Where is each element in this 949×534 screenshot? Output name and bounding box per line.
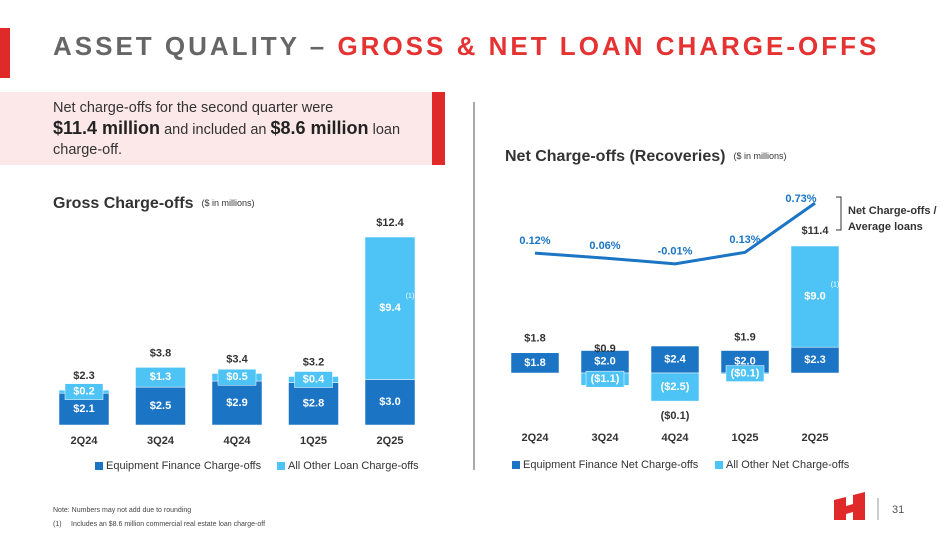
line-label: 0.06% — [589, 240, 620, 252]
value-label-box — [796, 288, 834, 305]
footnote-ref: (1) — [406, 293, 415, 300]
value-label: $3.0 — [379, 396, 400, 408]
note: Note: Numbers may not add due to roundin… — [53, 507, 191, 514]
line — [534, 201, 816, 266]
value-label: $0.4 — [303, 373, 325, 385]
legend-label: Equipment Finance Charge-offs — [106, 460, 262, 472]
x-tick-label: 3Q24 — [592, 432, 620, 444]
logo — [834, 492, 865, 520]
x-tick-label: 2Q25 — [377, 435, 404, 447]
chart-title: Gross Charge-offs ($ in millions) — [53, 195, 254, 212]
value-label-box — [516, 354, 554, 371]
value-label: $1.8 — [524, 357, 545, 369]
total-label: $3.2 — [303, 356, 324, 368]
slide-title: ASSET QUALITY – GROSS & NET LOAN CHARGE-… — [53, 31, 879, 61]
total-label: $3.8 — [150, 347, 171, 359]
page-number: 31 — [892, 504, 904, 516]
x-tick-label: 1Q25 — [300, 435, 327, 447]
value-label-box — [796, 352, 834, 369]
total-label: $0.9 — [594, 343, 615, 355]
value-label: ($2.5) — [661, 381, 690, 393]
legend-label: All Other Net Charge-offs — [726, 459, 850, 471]
footnote: Includes an $8.6 million commercial real… — [71, 521, 265, 528]
value-label: $2.0 — [734, 356, 755, 368]
value-label-box — [217, 368, 257, 386]
chart-subtitle: ($ in millions) — [201, 198, 254, 208]
legend-swatch — [715, 461, 723, 469]
chart-title: Net Charge-offs (Recoveries) ($ in millio… — [505, 148, 787, 165]
x-tick-label: 2Q25 — [802, 432, 829, 444]
line-label: 0.12% — [519, 235, 550, 247]
title-prefix: ASSET QUALITY – — [53, 31, 337, 61]
x-tick-label: 1Q25 — [732, 432, 759, 444]
x-tick-label: 3Q24 — [147, 435, 175, 447]
value-label-box — [371, 394, 409, 411]
value-label-box — [294, 371, 333, 388]
callout-amount: $8.6 million — [270, 118, 369, 138]
line-label: 0.13% — [729, 234, 760, 246]
value-label: ($1.1) — [591, 373, 620, 385]
value-label-box — [586, 353, 624, 370]
value-label: $2.0 — [594, 356, 615, 368]
total-label: ($0.1) — [661, 410, 690, 422]
value-label: $2.4 — [664, 353, 686, 365]
value-label-box — [585, 370, 625, 388]
value-label-box — [218, 395, 256, 412]
legend-swatch — [95, 462, 103, 470]
total-label: $1.9 — [734, 332, 755, 344]
value-label-box — [656, 351, 694, 368]
line-label: 0.73% — [785, 193, 816, 205]
value-label: $9.4 — [379, 302, 401, 314]
value-label-box — [65, 401, 103, 418]
value-label-box — [725, 365, 765, 382]
footnote-ref: (1) — [831, 281, 840, 288]
line-series-name: Net Charge-offs / Average loans — [848, 205, 937, 233]
callout-text: and included an — [160, 122, 271, 138]
line-label: -0.01% — [658, 246, 693, 258]
x-tick-label: 4Q24 — [224, 435, 252, 447]
value-label: $0.5 — [226, 371, 247, 383]
chart-title-text: Gross Charge-offs — [53, 195, 194, 212]
chart-title-text: Net Charge-offs (Recoveries) — [505, 148, 726, 165]
value-label: $2.5 — [150, 400, 171, 412]
total-label: $11.4 — [802, 225, 830, 237]
value-label-box — [141, 369, 180, 386]
legend-label: Equipment Finance Net Charge-offs — [523, 459, 699, 471]
callout-text: Net charge-offs for the second quarter w… — [53, 100, 334, 116]
title-highlight: GROSS & NET LOAN CHARGE-OFFS — [337, 31, 879, 61]
legend-swatch — [512, 461, 520, 469]
x-tick-label: 2Q24 — [71, 435, 99, 447]
chart-subtitle: ($ in millions) — [734, 151, 787, 161]
x-tick-label: 4Q24 — [662, 432, 690, 444]
x-tick-label: 2Q24 — [522, 432, 550, 444]
total-label: $2.3 — [73, 370, 94, 382]
value-label: $2.1 — [73, 403, 94, 415]
value-label-box — [294, 395, 333, 412]
footnote-marker: (1) — [53, 521, 62, 528]
total-label: $3.4 — [226, 353, 248, 365]
legend-swatch — [277, 462, 285, 470]
total-label: $1.8 — [524, 333, 545, 345]
callout-edge — [432, 92, 445, 165]
value-label: $2.3 — [804, 354, 825, 366]
callout: Net charge-offs for the second quarter w… — [0, 92, 432, 165]
legend-label: All Other Loan Charge-offs — [288, 460, 419, 472]
value-label: $1.3 — [150, 371, 171, 383]
title-tab — [0, 28, 10, 78]
value-label-box — [371, 300, 409, 317]
value-label-box — [64, 383, 104, 400]
value-label: $2.8 — [303, 398, 324, 410]
line-bracket — [836, 196, 842, 231]
value-label: $9.0 — [804, 290, 825, 302]
callout-text: loan charge-off. — [53, 122, 401, 158]
total-label: $12.4 — [376, 217, 404, 229]
value-label: $2.9 — [226, 397, 247, 409]
callout-amount: $11.4 million — [53, 118, 161, 138]
value-label-box — [656, 379, 694, 396]
value-label-box — [141, 398, 180, 415]
value-label: ($0.1) — [731, 367, 760, 379]
value-label: $0.2 — [73, 386, 94, 398]
